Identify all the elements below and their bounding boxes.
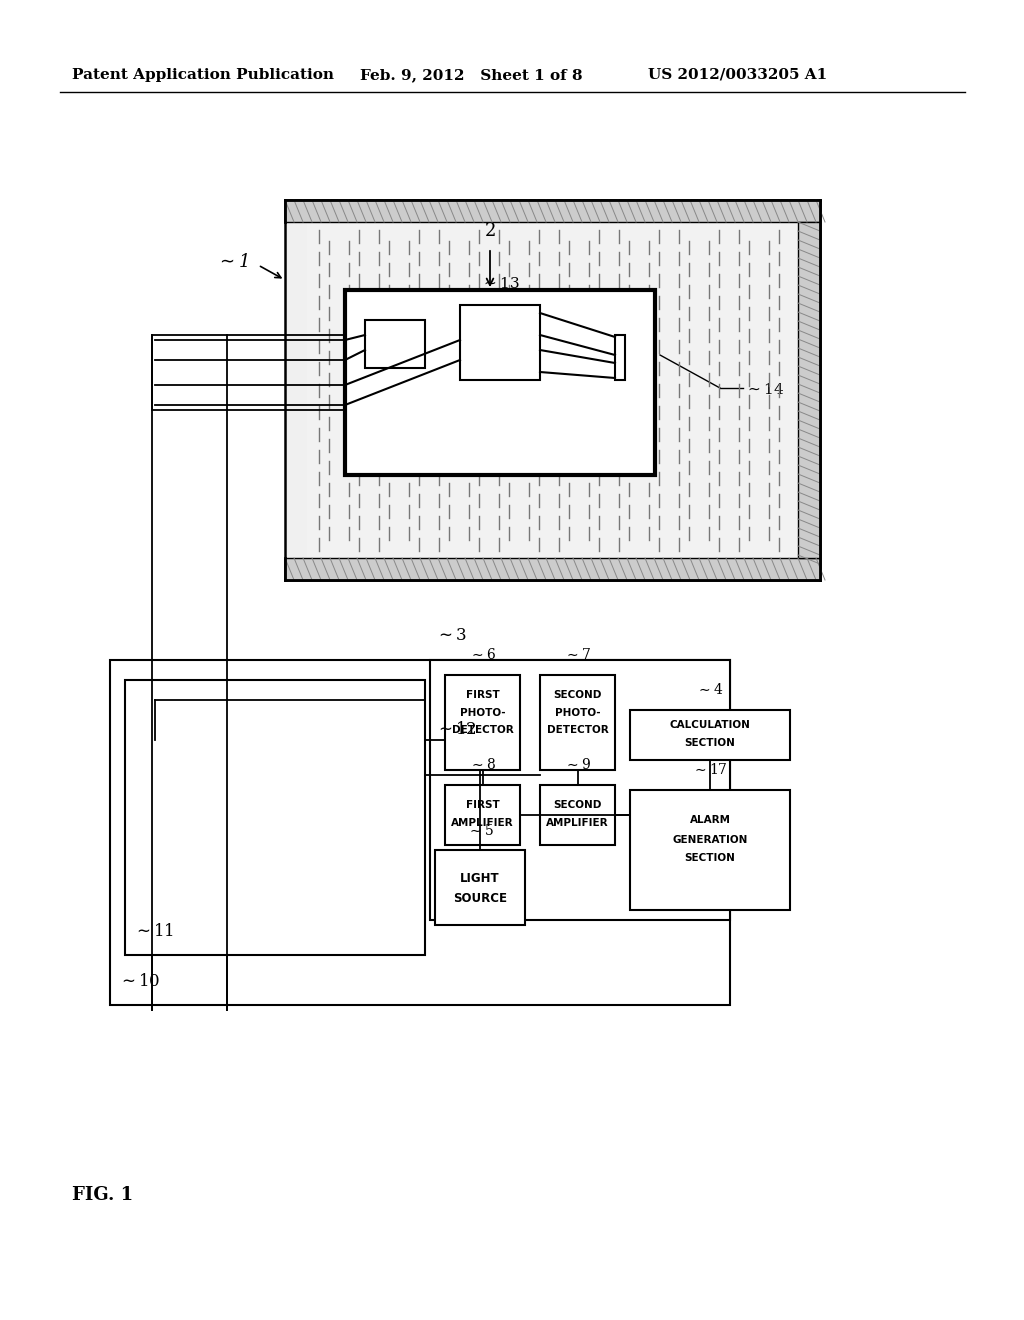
- Text: FIRST: FIRST: [466, 800, 500, 810]
- Bar: [540, 785, 615, 845]
- Text: $\sim$17: $\sim$17: [692, 762, 728, 777]
- Bar: [445, 675, 520, 770]
- Text: SECTION: SECTION: [685, 853, 735, 863]
- Text: $\sim$15: $\sim$15: [591, 306, 630, 321]
- Text: AMPLIFIER: AMPLIFIER: [546, 818, 609, 828]
- Text: $\sim$6: $\sim$6: [469, 647, 496, 663]
- Text: $\sim$12: $\sim$12: [435, 722, 477, 738]
- Bar: [630, 710, 790, 760]
- Text: $\sim$9: $\sim$9: [564, 756, 591, 772]
- Text: FIG. 1: FIG. 1: [72, 1185, 133, 1204]
- Text: US 2012/0033205 A1: US 2012/0033205 A1: [648, 69, 827, 82]
- Text: CALCULATION: CALCULATION: [670, 719, 751, 730]
- Text: SECOND: SECOND: [553, 690, 602, 700]
- Text: $\sim$7: $\sim$7: [564, 647, 591, 663]
- Text: SOURCE: SOURCE: [453, 891, 507, 904]
- Text: SECTION: SECTION: [685, 738, 735, 748]
- Text: GENERATION: GENERATION: [673, 836, 748, 845]
- Bar: [435, 850, 525, 925]
- Bar: [445, 785, 520, 845]
- Text: $\sim$11: $\sim$11: [133, 923, 174, 940]
- Text: AMPLIFIER: AMPLIFIER: [452, 818, 514, 828]
- Text: Feb. 9, 2012   Sheet 1 of 8: Feb. 9, 2012 Sheet 1 of 8: [360, 69, 583, 82]
- Text: DETECTOR: DETECTOR: [452, 725, 513, 735]
- Bar: [285, 201, 820, 579]
- Bar: [365, 319, 425, 368]
- Bar: [615, 335, 625, 380]
- Bar: [430, 660, 730, 920]
- Bar: [630, 789, 790, 909]
- Text: 2: 2: [484, 222, 496, 240]
- Text: PHOTO-: PHOTO-: [555, 708, 600, 718]
- Text: FIRST: FIRST: [466, 690, 500, 700]
- Text: $\sim$13: $\sim$13: [480, 276, 519, 290]
- Text: $\sim$3: $\sim$3: [435, 627, 467, 644]
- Text: Patent Application Publication: Patent Application Publication: [72, 69, 334, 82]
- Bar: [152, 335, 345, 411]
- Text: $\sim$4: $\sim$4: [696, 682, 724, 697]
- Text: $\sim$1: $\sim$1: [216, 253, 248, 271]
- Text: $\sim$10: $\sim$10: [118, 973, 161, 990]
- Text: $\sim$8: $\sim$8: [469, 756, 496, 772]
- Bar: [307, 222, 798, 558]
- Bar: [125, 680, 425, 954]
- Bar: [110, 660, 730, 1005]
- Text: $\sim$14: $\sim$14: [745, 383, 784, 397]
- Bar: [540, 675, 615, 770]
- Text: SECOND: SECOND: [553, 800, 602, 810]
- Bar: [285, 201, 820, 222]
- Bar: [345, 290, 655, 475]
- Text: ALARM: ALARM: [689, 814, 730, 825]
- Text: $\sim$16: $\sim$16: [376, 290, 415, 306]
- Text: $\sim$5: $\sim$5: [467, 822, 494, 838]
- Text: DETECTOR: DETECTOR: [547, 725, 608, 735]
- Bar: [285, 558, 820, 579]
- Bar: [798, 222, 820, 558]
- Bar: [460, 305, 540, 380]
- Text: PHOTO-: PHOTO-: [460, 708, 505, 718]
- Text: LIGHT: LIGHT: [460, 871, 500, 884]
